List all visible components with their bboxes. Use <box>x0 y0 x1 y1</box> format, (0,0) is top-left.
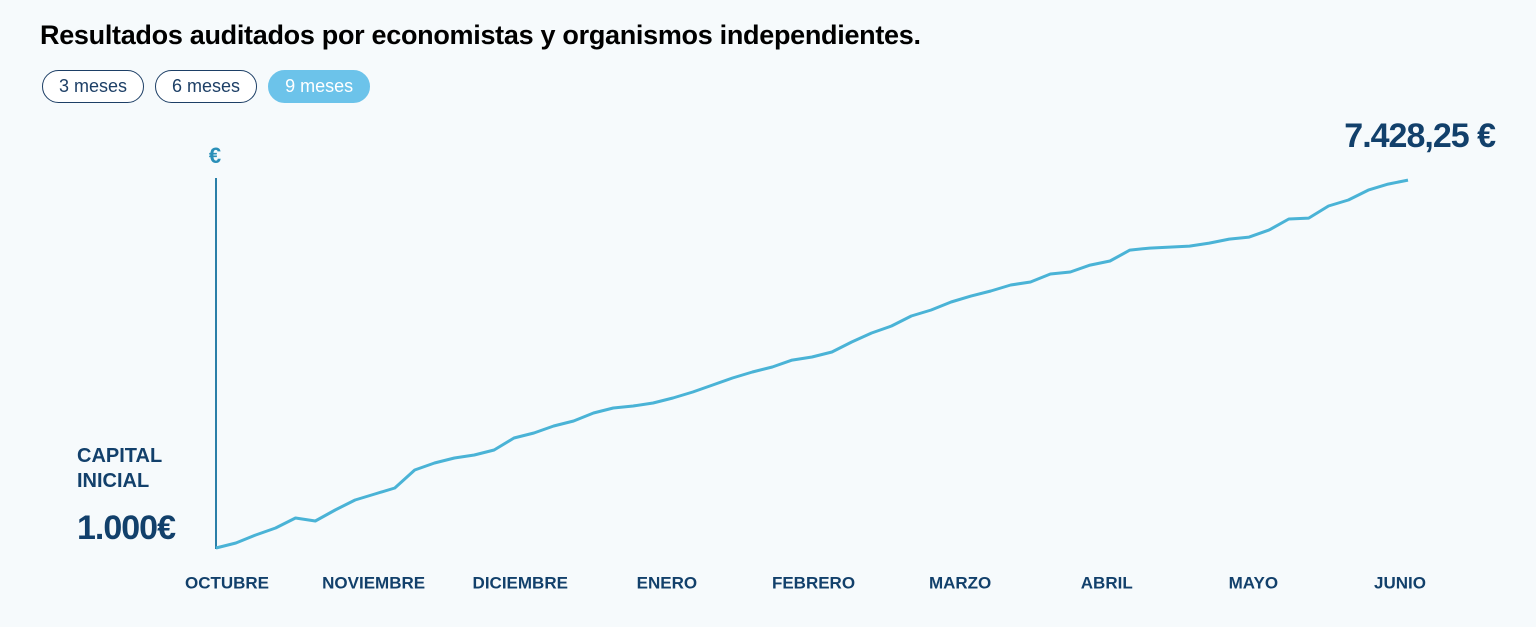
period-filters: 3 meses 6 meses 9 meses <box>42 70 371 103</box>
x-tick-label: ABRIL <box>1081 573 1133 592</box>
x-tick-label: MAYO <box>1229 573 1278 592</box>
x-tick-label: ENERO <box>637 573 697 592</box>
line <box>215 178 1409 550</box>
period-button[interactable]: 3 meses <box>42 70 145 103</box>
y-axis-label: € <box>209 143 221 168</box>
x-tick-label: NOVIEMBRE <box>322 573 425 592</box>
period-button[interactable]: 6 meses <box>155 70 258 103</box>
period-button[interactable]: 9 meses <box>268 70 371 103</box>
x-tick-label: MARZO <box>929 573 991 592</box>
start-label: CAPITAL INICIAL <box>77 445 162 492</box>
x-tick-label: FEBRERO <box>772 573 855 592</box>
title: Resultados auditados por economistas y o… <box>40 20 921 50</box>
x-tick-label: DICIEMBRE <box>473 573 568 592</box>
value-label: 1.000€ <box>77 509 176 547</box>
value-label: 7.428,25 € <box>1344 117 1496 155</box>
x-tick-label: JUNIO <box>1374 573 1426 592</box>
x-tick-label: OCTUBRE <box>185 573 269 592</box>
